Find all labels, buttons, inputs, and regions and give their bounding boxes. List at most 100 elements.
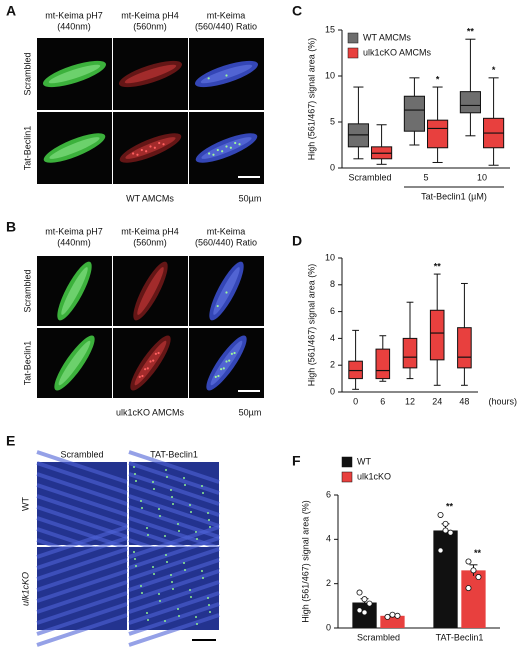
puncta (234, 141, 237, 145)
column-header: (560/440) Ratio (195, 237, 257, 247)
x-tick-label: Scrambled (357, 632, 400, 642)
puncta (146, 527, 148, 529)
x-tick-label: 5 (423, 172, 428, 182)
y-tick-label: 10 (325, 70, 335, 80)
data-point (356, 607, 363, 614)
tissue-fiber (36, 525, 128, 559)
puncta (141, 507, 143, 509)
box (403, 95, 425, 132)
y-tick-label: 6 (330, 306, 335, 316)
puncta (201, 485, 203, 487)
box (375, 348, 391, 380)
puncta (152, 481, 154, 483)
puncta (158, 593, 160, 595)
cell-core (125, 137, 176, 159)
puncta (209, 611, 211, 613)
puncta (225, 145, 228, 148)
row-label: ulk1cKO (20, 572, 30, 606)
puncta (140, 500, 142, 502)
panel-label: C (292, 3, 302, 19)
puncta (153, 573, 155, 575)
tissue-fiber (36, 483, 128, 517)
data-point (389, 611, 396, 618)
cell-core (49, 137, 100, 159)
puncta (133, 551, 135, 553)
tissue-fiber (36, 580, 128, 614)
tissue-fiber (128, 483, 220, 517)
panel-label: A (6, 3, 16, 19)
puncta (157, 351, 160, 355)
tissue-fiber (36, 591, 128, 625)
tissue-fiber (128, 547, 220, 581)
panel-label: B (6, 219, 16, 235)
y-tick-label: 15 (325, 24, 335, 34)
puncta (207, 77, 210, 80)
significance: * (492, 65, 496, 75)
puncta (208, 152, 211, 155)
tissue-fiber (128, 450, 220, 484)
puncta (171, 496, 173, 498)
column-header: mt-Keima (207, 226, 246, 236)
y-axis-title: High (561/467) signal area (%) (306, 38, 316, 161)
puncta (166, 561, 168, 563)
legend-swatch (341, 471, 353, 483)
y-tick-label: 0 (326, 622, 331, 632)
puncta (225, 74, 228, 77)
puncta (189, 504, 191, 506)
cell-core (201, 137, 252, 159)
data-point (465, 558, 472, 565)
puncta (146, 367, 149, 370)
row-label: Tat-Beclin1 (22, 126, 32, 171)
data-point (384, 613, 391, 620)
y-axis-title: High (561/467) signal area (%) (300, 500, 310, 623)
puncta (225, 360, 228, 363)
bar (461, 570, 486, 628)
box (459, 91, 481, 114)
y-tick-label: 2 (330, 360, 335, 370)
puncta (221, 150, 224, 153)
x-tick-label: 10 (477, 172, 487, 182)
puncta (132, 152, 135, 155)
tissue-fiber (128, 602, 220, 636)
significance: * (436, 74, 440, 84)
puncta (208, 604, 210, 606)
tissue-fiber (36, 450, 128, 484)
puncta (212, 153, 215, 156)
puncta (208, 519, 210, 521)
tissue-fiber (36, 461, 128, 495)
box (348, 360, 363, 380)
significance: ** (467, 27, 475, 37)
cell-core (134, 340, 167, 386)
significance: ** (434, 261, 442, 271)
tissue-fiber (36, 547, 128, 581)
tissue-fiber (36, 558, 128, 592)
tissue-fiber (36, 536, 128, 570)
puncta (190, 596, 192, 598)
legend-label: WT (357, 456, 371, 466)
column-header: (560/440) Ratio (195, 21, 257, 31)
x-tick-label: 0 (353, 396, 358, 406)
tissue-fiber (128, 580, 220, 614)
puncta (225, 291, 228, 294)
legend-label: ulk1cKO (357, 471, 391, 481)
row-label: Scrambled (22, 269, 32, 312)
tissue-fiber (36, 613, 128, 647)
column-header: mt-Keima pH4 (121, 226, 179, 236)
puncta (183, 562, 185, 564)
box (457, 327, 472, 369)
x-tick-label: 6 (380, 396, 385, 406)
puncta (158, 508, 160, 510)
cell-core (210, 340, 243, 386)
data-point (437, 511, 444, 518)
cell-core (58, 340, 91, 386)
column-header: (560nm) (133, 21, 167, 31)
puncta (153, 488, 155, 490)
puncta (207, 597, 209, 599)
tissue-fiber (128, 472, 220, 506)
puncta (138, 375, 141, 378)
puncta (178, 530, 180, 532)
y-tick-label: 0 (330, 386, 335, 396)
cell-core (48, 64, 101, 84)
puncta (177, 608, 179, 610)
cell-core (61, 267, 88, 315)
